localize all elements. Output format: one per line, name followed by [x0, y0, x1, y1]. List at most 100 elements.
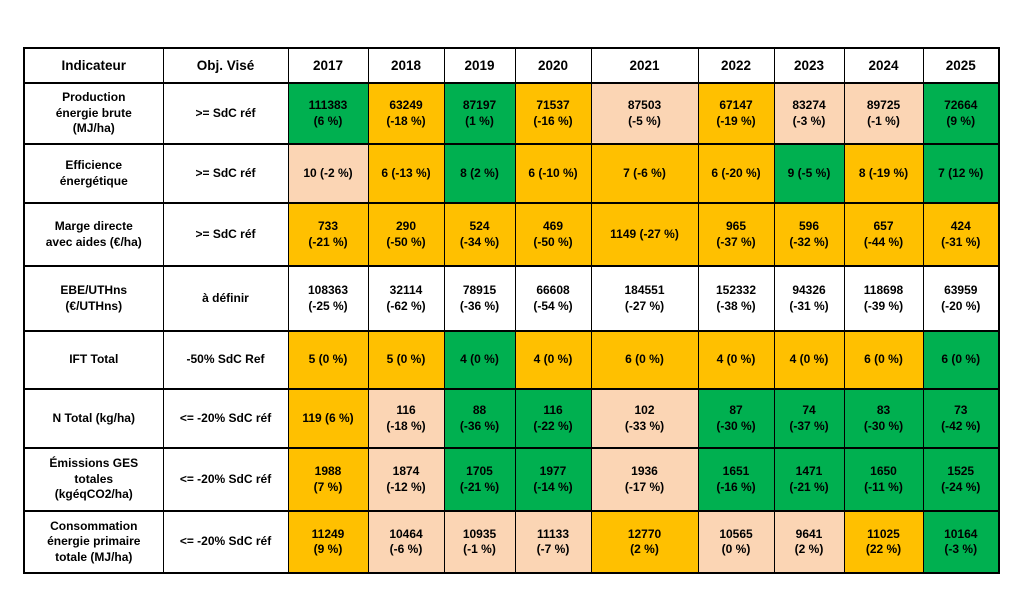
- indicator-label-cell: Marge directe avec aides (€/ha): [23, 202, 164, 267]
- indicator-label-cell: Consommation énergie primaire totale (MJ…: [23, 510, 164, 574]
- value-cell: 9 (-5 %): [773, 143, 845, 204]
- value-cell: 1705 (-21 %): [443, 447, 516, 512]
- value-cell: 87 (-30 %): [697, 388, 775, 449]
- header-cell: 2024: [843, 47, 924, 84]
- table-row: IFT Total -50% SdC Ref 5 (0 %) 5 (0 %) 4 (0 …: [23, 330, 1000, 390]
- value-cell: 5 (0 %): [287, 330, 369, 390]
- header-cell: 2018: [367, 47, 445, 84]
- value-cell: 657 (-44 %): [843, 202, 924, 267]
- value-cell: 119 (6 %): [287, 388, 369, 449]
- value-cell: 1874 (-12 %): [367, 447, 445, 512]
- value-cell: 73 (-42 %): [922, 388, 1000, 449]
- value-cell: 1651 (-16 %): [697, 447, 775, 512]
- value-cell: 4 (0 %): [514, 330, 592, 390]
- value-cell: 10565 (0 %): [697, 510, 775, 574]
- header-cell: Indicateur: [23, 47, 164, 84]
- indicators-table: Indicateur Obj. Visé 2017 2018 2019 2020 2021 2…: [23, 47, 1000, 574]
- value-cell: 88 (-36 %): [443, 388, 516, 449]
- table-row: Production énergie brute (MJ/ha) >= SdC r…: [23, 82, 1000, 145]
- objective-cell: >= SdC réf: [162, 143, 289, 204]
- value-cell: 1977 (-14 %): [514, 447, 592, 512]
- indicator-label-cell: EBE/UTHns (€/UTHns): [23, 265, 164, 332]
- value-cell: 1988 (7 %): [287, 447, 369, 512]
- value-cell: 12770 (2 %): [590, 510, 699, 574]
- value-cell: 733 (-21 %): [287, 202, 369, 267]
- value-cell: 63249 (-18 %): [367, 82, 445, 145]
- value-cell: 10164 (-3 %): [922, 510, 1000, 574]
- header-cell: Obj. Visé: [162, 47, 289, 84]
- value-cell: 424 (-31 %): [922, 202, 1000, 267]
- value-cell: 469 (-50 %): [514, 202, 592, 267]
- value-cell: 8 (-19 %): [843, 143, 924, 204]
- header-row: Indicateur Obj. Visé 2017 2018 2019 2020 2021 2…: [23, 47, 1000, 84]
- value-cell: 152332 (-38 %): [697, 265, 775, 332]
- value-cell: 10935 (-1 %): [443, 510, 516, 574]
- objective-cell: >= SdC réf: [162, 202, 289, 267]
- table-row: Consommation énergie primaire totale (MJ…: [23, 510, 1000, 574]
- table-row: Émissions GES totales (kgéqCO2/ha) <= -20…: [23, 447, 1000, 512]
- value-cell: 7 (12 %): [922, 143, 1000, 204]
- value-cell: 10464 (-6 %): [367, 510, 445, 574]
- table-row: Efficience énergétique >= SdC réf 10 (-2 %…: [23, 143, 1000, 204]
- value-cell: 111383 (6 %): [287, 82, 369, 145]
- objective-cell: <= -20% SdC réf: [162, 510, 289, 574]
- header-cell: 2025: [922, 47, 1000, 84]
- value-cell: 4 (0 %): [697, 330, 775, 390]
- value-cell: 118698 (-39 %): [843, 265, 924, 332]
- value-cell: 66608 (-54 %): [514, 265, 592, 332]
- value-cell: 83274 (-3 %): [773, 82, 845, 145]
- value-cell: 108363 (-25 %): [287, 265, 369, 332]
- table-body: Production énergie brute (MJ/ha) >= SdC r…: [23, 82, 1000, 574]
- value-cell: 8 (2 %): [443, 143, 516, 204]
- value-cell: 290 (-50 %): [367, 202, 445, 267]
- header-cell: 2022: [697, 47, 775, 84]
- value-cell: 32114 (-62 %): [367, 265, 445, 332]
- value-cell: 102 (-33 %): [590, 388, 699, 449]
- value-cell: 67147 (-19 %): [697, 82, 775, 145]
- value-cell: 78915 (-36 %): [443, 265, 516, 332]
- value-cell: 6 (-10 %): [514, 143, 592, 204]
- header-cell: 2017: [287, 47, 369, 84]
- value-cell: 6 (-13 %): [367, 143, 445, 204]
- objective-cell: à définir: [162, 265, 289, 332]
- header-cell: 2020: [514, 47, 592, 84]
- value-cell: 184551 (-27 %): [590, 265, 699, 332]
- value-cell: 63959 (-20 %): [922, 265, 1000, 332]
- objective-cell: >= SdC réf: [162, 82, 289, 145]
- value-cell: 6 (0 %): [922, 330, 1000, 390]
- value-cell: 11025 (22 %): [843, 510, 924, 574]
- table-row: N Total (kg/ha) <= -20% SdC réf 119 (6 %) 1…: [23, 388, 1000, 449]
- value-cell: 11133 (-7 %): [514, 510, 592, 574]
- value-cell: 9641 (2 %): [773, 510, 845, 574]
- value-cell: 6 (0 %): [843, 330, 924, 390]
- table-row: EBE/UTHns (€/UTHns) à définir 108363 (-25 …: [23, 265, 1000, 332]
- value-cell: 87197 (1 %): [443, 82, 516, 145]
- objective-cell: <= -20% SdC réf: [162, 447, 289, 512]
- indicators-sheet: Indicateur Obj. Visé 2017 2018 2019 2020 2021 2…: [23, 47, 1000, 574]
- value-cell: 116 (-22 %): [514, 388, 592, 449]
- header-cell: 2019: [443, 47, 516, 84]
- value-cell: 10 (-2 %): [287, 143, 369, 204]
- value-cell: 74 (-37 %): [773, 388, 845, 449]
- value-cell: 72664 (9 %): [922, 82, 1000, 145]
- objective-cell: -50% SdC Ref: [162, 330, 289, 390]
- value-cell: 94326 (-31 %): [773, 265, 845, 332]
- indicator-label-cell: N Total (kg/ha): [23, 388, 164, 449]
- value-cell: 1650 (-11 %): [843, 447, 924, 512]
- header-cell: 2023: [773, 47, 845, 84]
- table-row: Marge directe avec aides (€/ha) >= SdC ré…: [23, 202, 1000, 267]
- value-cell: 596 (-32 %): [773, 202, 845, 267]
- value-cell: 965 (-37 %): [697, 202, 775, 267]
- value-cell: 1149 (-27 %): [590, 202, 699, 267]
- indicator-label-cell: IFT Total: [23, 330, 164, 390]
- value-cell: 71537 (-16 %): [514, 82, 592, 145]
- indicator-label-cell: Émissions GES totales (kgéqCO2/ha): [23, 447, 164, 512]
- value-cell: 5 (0 %): [367, 330, 445, 390]
- objective-cell: <= -20% SdC réf: [162, 388, 289, 449]
- value-cell: 89725 (-1 %): [843, 82, 924, 145]
- value-cell: 87503 (-5 %): [590, 82, 699, 145]
- value-cell: 4 (0 %): [773, 330, 845, 390]
- indicator-label-cell: Efficience énergétique: [23, 143, 164, 204]
- value-cell: 11249 (9 %): [287, 510, 369, 574]
